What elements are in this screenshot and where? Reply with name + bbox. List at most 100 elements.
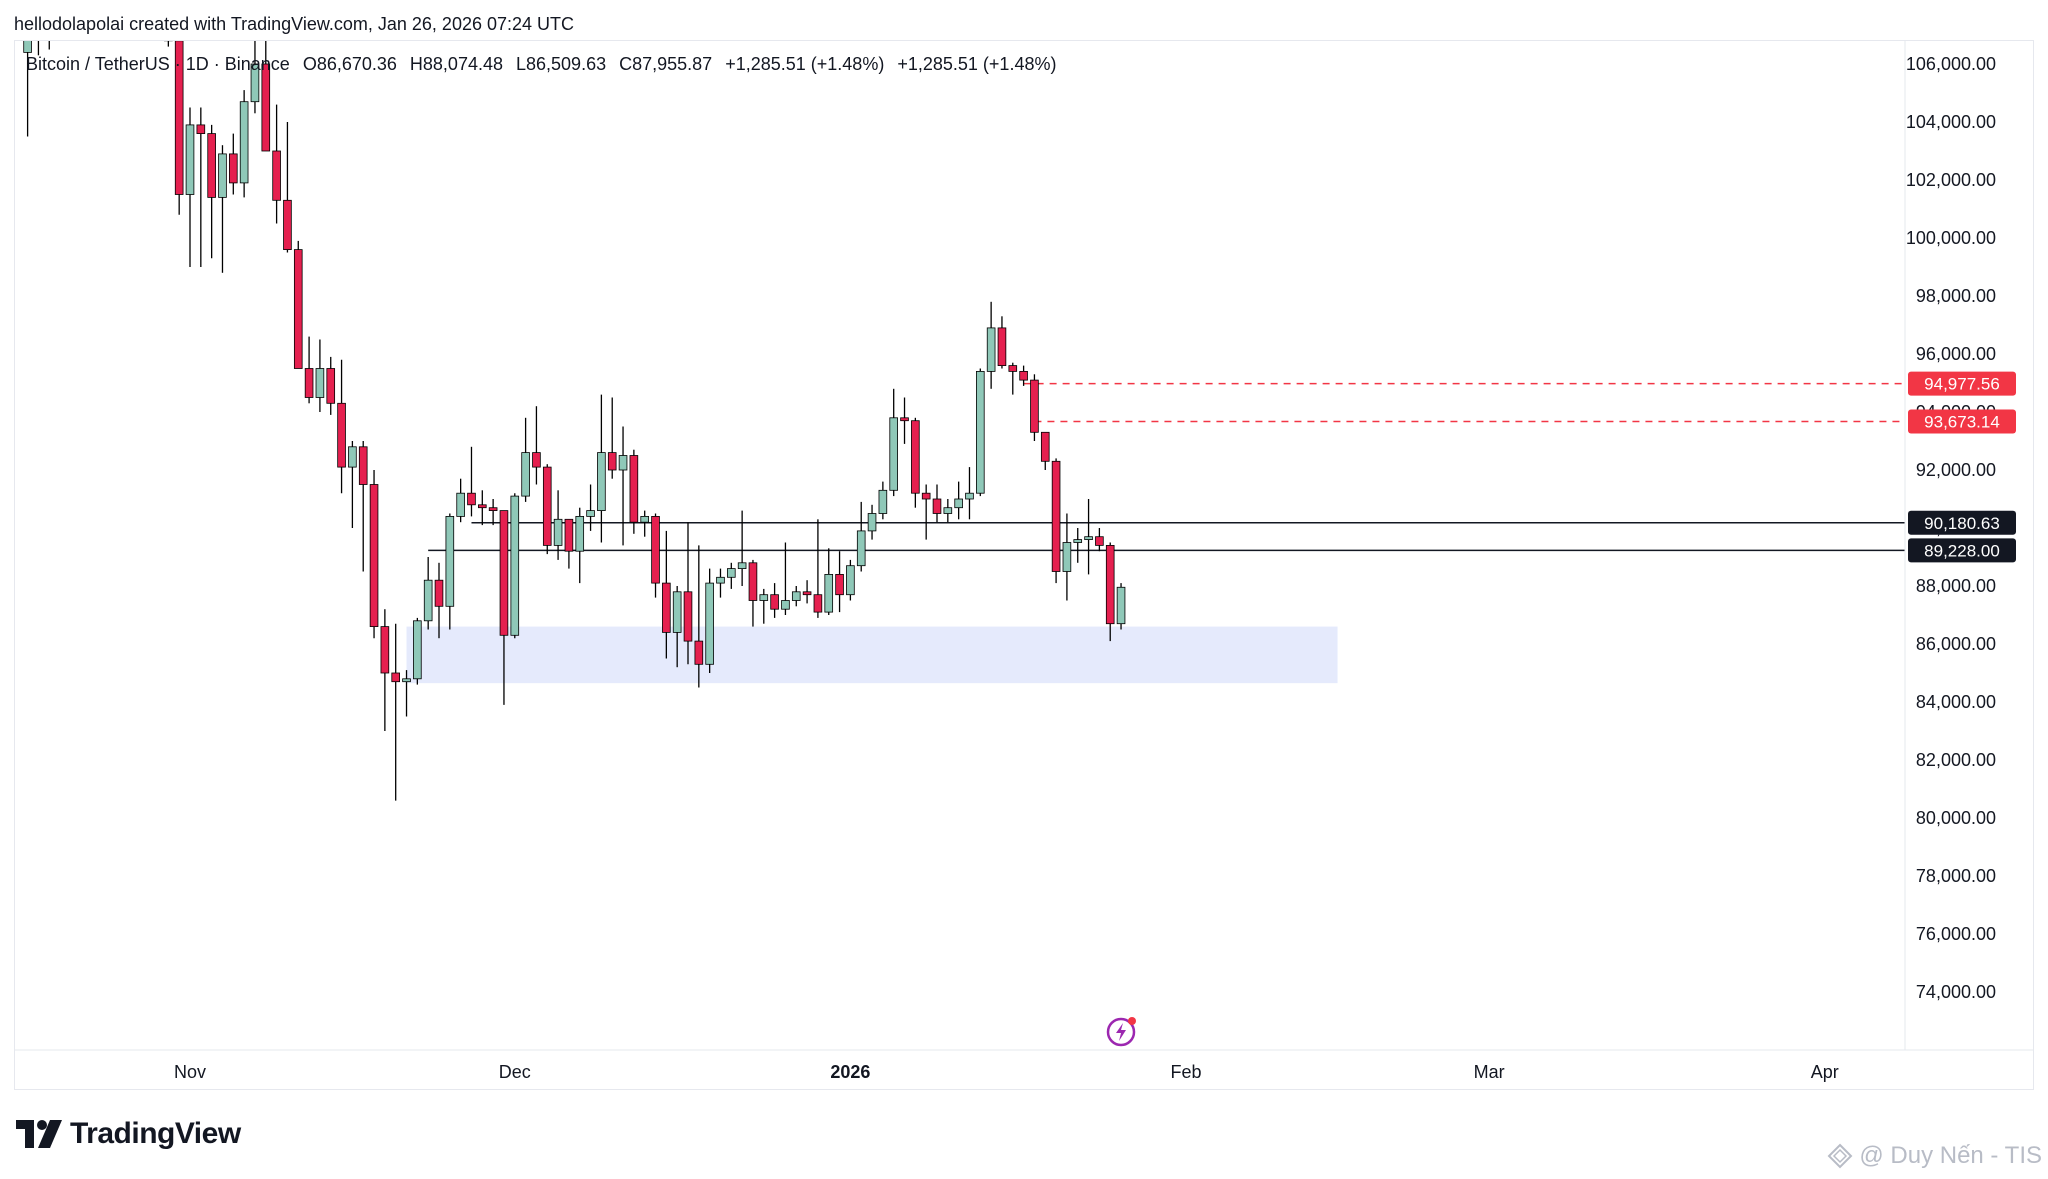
candle[interactable] — [1040, 431, 1050, 462]
candle[interactable] — [250, 63, 260, 103]
candle[interactable] — [174, 41, 184, 195]
candle[interactable] — [358, 446, 368, 485]
candle[interactable] — [1105, 545, 1115, 625]
candle[interactable] — [283, 199, 292, 251]
candle[interactable] — [737, 562, 747, 569]
candle[interactable] — [488, 507, 498, 512]
candle[interactable] — [651, 516, 660, 584]
candle[interactable] — [629, 455, 639, 523]
candle[interactable] — [1051, 460, 1061, 572]
candle[interactable] — [478, 504, 487, 509]
candle[interactable] — [326, 368, 336, 404]
candle[interactable] — [900, 417, 909, 422]
candle[interactable] — [564, 518, 574, 552]
candle[interactable] — [1008, 365, 1018, 372]
candle[interactable] — [683, 591, 693, 642]
candle[interactable] — [607, 452, 617, 471]
candle[interactable] — [164, 29, 173, 42]
candle[interactable] — [402, 678, 411, 683]
candle[interactable] — [705, 582, 714, 665]
candle[interactable] — [846, 565, 855, 596]
candle[interactable] — [759, 594, 769, 601]
candle[interactable] — [770, 594, 779, 610]
candle[interactable] — [499, 510, 509, 636]
candle[interactable] — [261, 63, 271, 152]
candle[interactable] — [694, 640, 704, 665]
candle[interactable] — [304, 368, 314, 398]
candle[interactable] — [618, 455, 628, 471]
candle[interactable] — [423, 579, 433, 622]
candle[interactable] — [521, 452, 530, 497]
candle[interactable] — [791, 591, 801, 601]
candle[interactable] — [1019, 370, 1028, 381]
candle[interactable] — [348, 446, 357, 468]
candle[interactable] — [434, 579, 444, 607]
price-tag-1[interactable] — [1908, 409, 2016, 434]
candle[interactable] — [1116, 586, 1126, 625]
plot-area[interactable] — [23, 21, 1905, 801]
candle[interactable] — [218, 153, 227, 198]
candle[interactable] — [23, 29, 32, 53]
legend-symbol[interactable]: Bitcoin / TetherUS · 1D · Binance — [26, 54, 290, 74]
candle[interactable] — [542, 466, 552, 546]
candle[interactable] — [867, 513, 877, 532]
flash-icon[interactable] — [1105, 1014, 1139, 1048]
candle[interactable] — [272, 150, 281, 201]
candle[interactable] — [315, 368, 325, 398]
support-zone[interactable] — [406, 626, 1338, 684]
tradingview-brand[interactable]: TradingView — [16, 1117, 241, 1151]
price-tag-3[interactable] — [1908, 538, 2016, 563]
candle[interactable] — [856, 530, 866, 567]
candle[interactable] — [35, 23, 43, 32]
candle[interactable] — [672, 591, 682, 633]
candle[interactable] — [965, 492, 974, 500]
candle[interactable] — [727, 568, 736, 578]
candle[interactable] — [954, 498, 963, 509]
candle[interactable] — [943, 507, 953, 514]
candle[interactable] — [813, 594, 823, 613]
candle[interactable] — [748, 562, 758, 601]
price-tag-0[interactable] — [1908, 371, 2016, 396]
candle[interactable] — [510, 495, 520, 636]
candle[interactable] — [1030, 379, 1039, 433]
candle[interactable] — [229, 153, 238, 184]
candle[interactable] — [986, 327, 996, 372]
candle[interactable] — [456, 492, 465, 517]
candle[interactable] — [997, 327, 1007, 366]
candle[interactable] — [1073, 539, 1083, 543]
candle[interactable] — [196, 124, 206, 135]
candle[interactable] — [1062, 542, 1072, 572]
candle[interactable] — [445, 516, 455, 607]
price-tag-2[interactable] — [1908, 510, 2016, 535]
candle[interactable] — [921, 492, 931, 500]
candle[interactable] — [802, 591, 812, 596]
candle[interactable] — [878, 489, 888, 514]
candle[interactable] — [586, 510, 595, 517]
candle[interactable] — [185, 124, 195, 195]
candle[interactable] — [824, 574, 834, 613]
candle[interactable] — [716, 576, 725, 584]
candle[interactable] — [1084, 536, 1093, 541]
candle[interactable] — [293, 249, 303, 369]
candle[interactable] — [45, 26, 53, 38]
candle[interactable] — [597, 452, 606, 512]
candle[interactable] — [932, 498, 942, 514]
candle[interactable] — [662, 582, 671, 633]
candle[interactable] — [575, 516, 585, 552]
candle[interactable] — [467, 492, 476, 506]
candle[interactable] — [413, 620, 422, 680]
candle[interactable] — [640, 516, 649, 523]
candle[interactable] — [911, 420, 920, 494]
candle[interactable] — [1095, 536, 1104, 546]
candle[interactable] — [532, 452, 541, 468]
candle[interactable] — [889, 417, 898, 491]
candle[interactable] — [835, 574, 844, 596]
candle[interactable] — [380, 626, 390, 674]
candle[interactable] — [781, 600, 790, 610]
candle[interactable] — [337, 402, 346, 468]
candle[interactable] — [207, 133, 216, 198]
candle[interactable] — [553, 518, 563, 546]
candle[interactable] — [391, 672, 400, 683]
candle[interactable] — [369, 484, 379, 628]
